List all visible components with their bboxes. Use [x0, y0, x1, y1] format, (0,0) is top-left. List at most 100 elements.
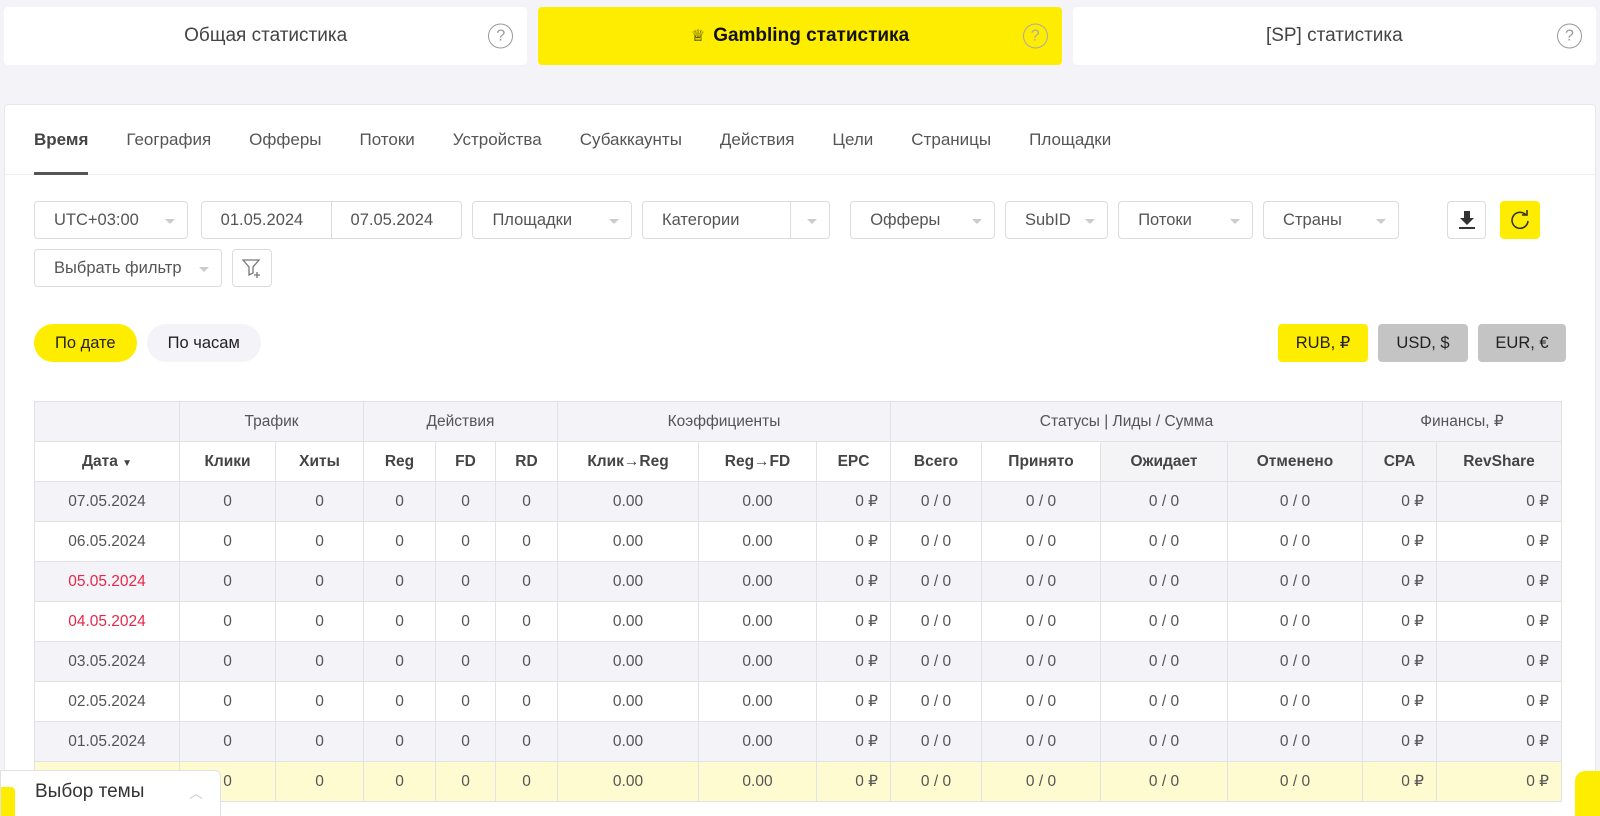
- theme-picker[interactable]: Выбор темы ︿: [0, 770, 221, 816]
- table-cell: 0: [435, 561, 496, 602]
- subtab-actions[interactable]: Действия: [719, 129, 795, 149]
- platforms-select[interactable]: Площадки: [472, 201, 632, 239]
- table-cell: 05.05.2024: [34, 561, 180, 602]
- table-cell: 0: [363, 681, 436, 722]
- divider: [790, 202, 792, 238]
- help-icon[interactable]: ?: [1022, 23, 1048, 49]
- table-cell: 0: [179, 641, 276, 682]
- col-total[interactable]: Всего: [890, 441, 982, 482]
- col-click-reg[interactable]: Клик→Reg: [557, 441, 699, 482]
- categories-select[interactable]: Категории: [642, 201, 831, 239]
- subtab-offers[interactable]: Офферы: [249, 129, 322, 149]
- table-cell: 0 ₽: [1436, 601, 1562, 642]
- table-cell: 0: [363, 601, 436, 642]
- download-icon: [1458, 211, 1475, 229]
- top-tabs: Общая статистика ? ♕ Gambling статистика…: [4, 7, 1596, 65]
- table-cell: 0 / 0: [1100, 481, 1228, 522]
- tab-sp-stats[interactable]: [SP] статистика ?: [1072, 7, 1596, 65]
- table-cell: 0 / 0: [1100, 601, 1228, 642]
- group-traffic: Трафик: [179, 401, 364, 442]
- currency-rub-button[interactable]: RUB, ₽: [1278, 324, 1368, 362]
- filter-row-2: Выбрать фильтр: [34, 249, 272, 287]
- subtab-pages[interactable]: Страницы: [911, 129, 992, 149]
- subtab-platforms[interactable]: Площадки: [1029, 129, 1112, 149]
- table-cell: 0.00: [698, 521, 817, 562]
- table-cell: 0.00: [557, 561, 699, 602]
- col-clicks[interactable]: Клики: [179, 441, 276, 482]
- table-cell: 0: [363, 481, 436, 522]
- table-cell: 0: [363, 641, 436, 682]
- caret-down-icon: [807, 219, 818, 224]
- table-cell: 0 / 0: [890, 761, 982, 802]
- streams-select[interactable]: Потоки: [1118, 201, 1254, 239]
- date-to-input[interactable]: 07.05.2024: [331, 201, 463, 239]
- countries-select[interactable]: Страны: [1263, 201, 1399, 239]
- table-cell: 0.00: [557, 601, 699, 642]
- choose-filter-select[interactable]: Выбрать фильтр: [34, 249, 222, 287]
- tab-general-stats[interactable]: Общая статистика ?: [4, 7, 528, 65]
- table-cell: 0: [495, 481, 558, 522]
- col-cpa[interactable]: CPA: [1362, 441, 1437, 482]
- table-cell: 0 ₽: [1362, 601, 1437, 642]
- by-hours-button[interactable]: По часам: [146, 324, 261, 362]
- table-cell: 0 / 0: [1100, 561, 1228, 602]
- table-cell: 0 ₽: [1362, 561, 1437, 602]
- subtab-subaccounts[interactable]: Субаккаунты: [579, 129, 682, 149]
- table-cell: 0 ₽: [1362, 641, 1437, 682]
- col-fd[interactable]: FD: [435, 441, 496, 482]
- col-revshare[interactable]: RevShare: [1436, 441, 1562, 482]
- table-cell: 0 / 0: [1100, 641, 1228, 682]
- table-cell: 0 / 0: [981, 561, 1101, 602]
- offers-label: Офферы: [870, 210, 941, 229]
- currency-toggle: RUB, ₽ USD, $ EUR, €: [1278, 324, 1566, 362]
- subtab-time[interactable]: Время: [34, 105, 107, 175]
- subtab-streams[interactable]: Потоки: [359, 129, 415, 149]
- help-icon[interactable]: ?: [1556, 23, 1582, 49]
- offers-select[interactable]: Офферы: [850, 201, 995, 239]
- table-cell: 04.05.2024: [34, 601, 180, 642]
- grouping-toggle: По дате По часам: [34, 324, 261, 362]
- table-cell: 0: [179, 601, 276, 642]
- table-cell: 0 / 0: [1100, 681, 1228, 722]
- subtab-devices[interactable]: Устройства: [452, 129, 542, 149]
- table-cell: 0 / 0: [981, 481, 1101, 522]
- timezone-select[interactable]: UTC+03:00: [34, 201, 188, 239]
- chat-widget-button[interactable]: [1575, 771, 1600, 816]
- sort-desc-icon: ▼: [122, 457, 133, 469]
- col-hits[interactable]: Хиты: [275, 441, 364, 482]
- tab-gambling-stats[interactable]: ♕ Gambling статистика ?: [538, 7, 1062, 65]
- date-from-input[interactable]: 01.05.2024: [200, 201, 332, 239]
- table-cell: 0: [435, 761, 496, 802]
- subid-select[interactable]: SubID: [1004, 201, 1109, 239]
- currency-usd-button[interactable]: USD, $: [1378, 324, 1468, 362]
- caret-down-icon: [1085, 219, 1096, 224]
- table-cell: 0: [495, 681, 558, 722]
- currency-eur-button[interactable]: EUR, €: [1478, 324, 1566, 362]
- table-cell: 0 ₽: [1362, 761, 1437, 802]
- subtab-geography[interactable]: География: [126, 129, 212, 149]
- table-cell: 0: [363, 721, 436, 762]
- add-filter-button[interactable]: [232, 249, 272, 287]
- help-icon[interactable]: ?: [488, 23, 514, 49]
- col-epc[interactable]: EPC: [816, 441, 891, 482]
- col-accepted[interactable]: Принято: [981, 441, 1101, 482]
- col-cancelled[interactable]: Отменено: [1227, 441, 1363, 482]
- col-reg-fd[interactable]: Reg→FD: [698, 441, 817, 482]
- col-reg[interactable]: Reg: [363, 441, 436, 482]
- download-button[interactable]: [1446, 201, 1487, 239]
- table-cell: 0: [495, 561, 558, 602]
- col-date[interactable]: Дата ▼: [34, 441, 180, 482]
- col-pending[interactable]: Ожидает: [1100, 441, 1228, 482]
- table-cell: 0 / 0: [890, 601, 982, 642]
- tab-label: Gambling статистика: [713, 25, 910, 46]
- by-date-button[interactable]: По дате: [34, 324, 137, 362]
- table-cell: 0.00: [698, 481, 817, 522]
- table-cell: 0 ₽: [816, 561, 891, 602]
- subtab-goals[interactable]: Цели: [832, 129, 874, 149]
- col-rd[interactable]: RD: [495, 441, 558, 482]
- table-cell: 0: [179, 481, 276, 522]
- refresh-button[interactable]: [1500, 201, 1540, 239]
- table-cell: 0 / 0: [1227, 601, 1363, 642]
- group-empty: [34, 401, 180, 442]
